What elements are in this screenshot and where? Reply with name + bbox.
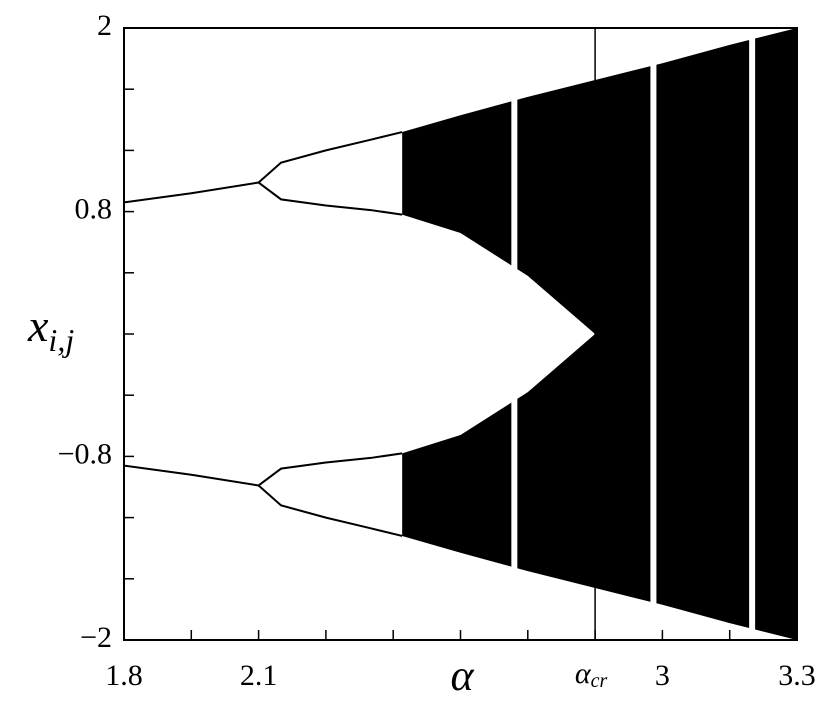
y-axis-label-main: x — [27, 300, 49, 351]
critical-label-sub: cr — [591, 670, 608, 692]
x-tick-label: 3.3 — [778, 659, 816, 692]
x-axis-label: α — [450, 651, 474, 700]
x-tick-label: 1.8 — [105, 659, 143, 692]
critical-label-main: α — [575, 657, 592, 690]
y-axis-label: xi,j — [27, 300, 74, 359]
critical-label: αcr — [575, 657, 608, 692]
branch — [257, 131, 403, 184]
y-tick-label: 2 — [97, 9, 112, 42]
y-tick-label: −2 — [80, 621, 112, 654]
chaotic-band — [402, 28, 797, 334]
branch — [123, 464, 259, 487]
y-axis-label-sub: i,j — [48, 322, 74, 358]
chaotic-band — [402, 334, 797, 640]
branch — [123, 181, 259, 204]
x-tick-label: 3 — [655, 659, 670, 692]
branch — [257, 181, 403, 216]
branch — [257, 452, 403, 487]
y-tick-label: 0.8 — [75, 192, 113, 225]
y-tick-label: −0.8 — [58, 437, 112, 470]
x-tick-label: 2.1 — [240, 659, 278, 692]
branch — [257, 484, 403, 537]
